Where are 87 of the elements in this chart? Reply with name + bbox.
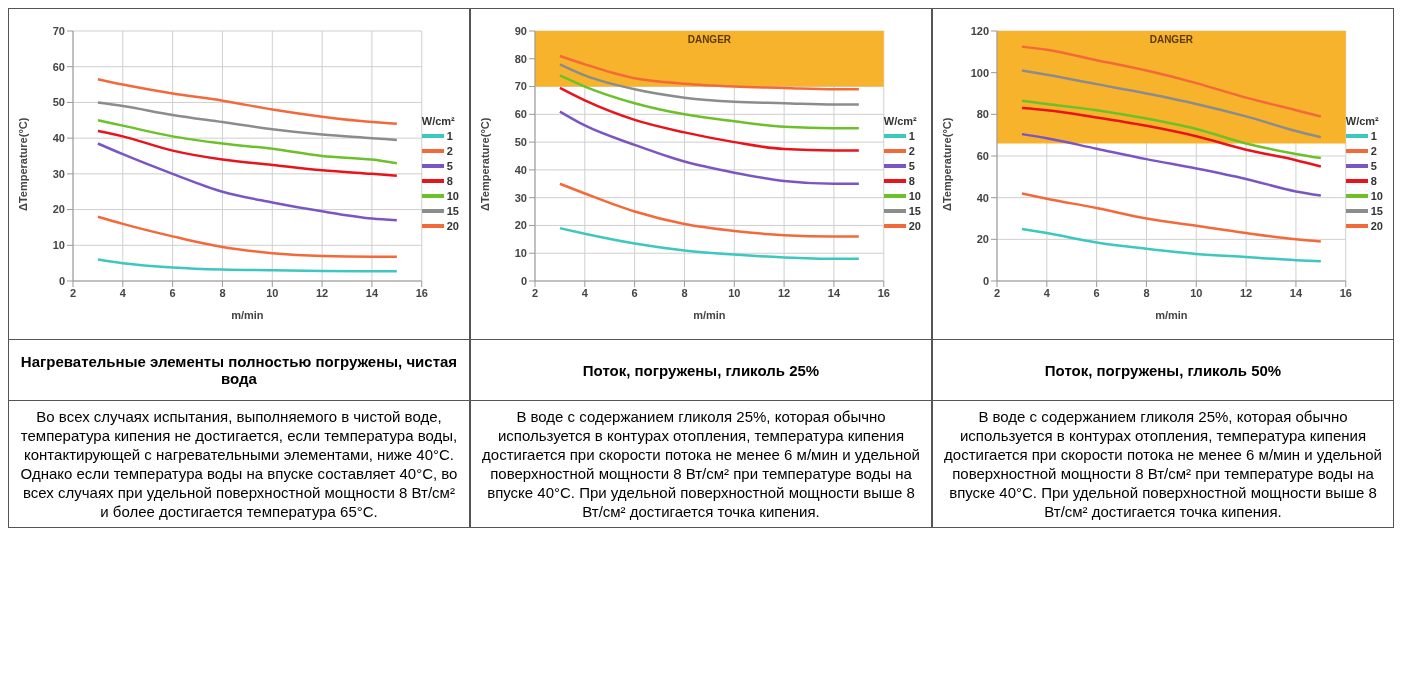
x-axis-title: m/min [1155, 309, 1188, 321]
text: В воде с содержанием гликоля 25%, которая обычно используется в контурах отопления, температура кипения достигается при скорости потока не менее 6 м/мин и удельной поверхностной мощности 8 Вт/см² при температуре воды на впуске 40°C. При удельной поверхностной мощности выше 8 Вт/см² достигается точка кипения. [471, 400, 931, 527]
x-tick-label: 6 [631, 286, 638, 299]
y-tick-label: 60 [514, 108, 527, 121]
legend-label: 15 [1370, 205, 1383, 217]
y-tick-label: 80 [976, 108, 989, 121]
legend-label: 8 [446, 175, 453, 187]
y-tick-label: 20 [52, 203, 65, 216]
y-tick-label: 60 [52, 60, 65, 73]
legend-title: W/cm² [421, 114, 456, 127]
y-tick-label: 90 [514, 24, 527, 37]
x-tick-label: 12 [777, 286, 791, 299]
legend-label: 1 [446, 130, 453, 142]
y-tick-label: 20 [514, 219, 527, 232]
y-tick-label: 80 [514, 52, 527, 65]
y-tick-label: 20 [976, 233, 989, 246]
y-tick-label: 40 [976, 191, 989, 204]
text: Поток, погружены, гликоль 50% [933, 339, 1393, 400]
legend-label: 1 [908, 130, 915, 142]
y-tick-label: 40 [514, 163, 527, 176]
legend-label: 5 [1370, 160, 1377, 172]
x-tick-label: 8 [1143, 286, 1150, 299]
legend-label: 8 [1370, 175, 1377, 187]
legend-label: 10 [446, 190, 459, 202]
legend-label: 2 [908, 145, 915, 157]
legend-label: 5 [908, 160, 915, 172]
y-tick-label: 0 [520, 274, 527, 287]
x-tick-label: 14 [365, 286, 379, 299]
text: Во всех случаях испытания, выполняемого в чистой воде, температура кипения не достигается, если температура воды, контактирующей с нагревательными элементами, ниже 40°C. Однако если температура воды на впуске составляет 40°C, во всех случаях при удельной поверхностной мощности 8 Вт/см² и более достигается температура 65°C. [9, 400, 469, 527]
x-tick-label: 2 [69, 286, 77, 299]
y-tick-label: 50 [514, 136, 527, 149]
x-axis-title: m/min [231, 309, 264, 321]
legend-label: 1 [1370, 130, 1377, 142]
x-tick-label: 2 [531, 286, 539, 299]
text: В воде с содержанием гликоля 25%, которая обычно используется в контурах отопления, температура кипения достигается при скорости потока не менее 6 м/мин и удельной поверхностной мощности 8 Вт/см² при температуре воды на впуске 40°C. При удельной поверхностной мощности выше 8 Вт/см² достигается точка кипения. [933, 400, 1393, 527]
y-tick-label: 0 [58, 274, 65, 287]
x-tick-label: 2 [993, 286, 1001, 299]
y-tick-label: 30 [514, 191, 527, 204]
y-tick-label: 10 [514, 247, 527, 260]
legend-label: 8 [908, 175, 915, 187]
x-tick-label: 4 [119, 286, 127, 299]
legend-label: 20 [446, 220, 459, 232]
x-tick-label: 8 [681, 286, 688, 299]
y-axis-title: ΔTemperature(°C) [16, 117, 29, 211]
x-tick-label: 10 [266, 286, 279, 299]
y-axis-title: ΔTemperature(°C) [940, 117, 953, 211]
x-tick-label: 14 [827, 286, 841, 299]
x-tick-label: 16 [877, 286, 890, 299]
x-tick-label: 8 [219, 286, 226, 299]
legend-label: 2 [446, 145, 453, 157]
y-tick-label: 70 [52, 24, 65, 37]
x-tick-label: 16 [1339, 286, 1352, 299]
y-axis-title: ΔTemperature(°C) [478, 117, 491, 211]
legend-label: 10 [1370, 190, 1383, 202]
legend-title: W/cm² [1345, 114, 1380, 127]
legend-label: 15 [446, 205, 459, 217]
y-tick-label: 60 [976, 149, 989, 162]
legend-label: 20 [1370, 220, 1383, 232]
legend-title: W/cm² [883, 114, 918, 127]
text: Поток, погружены, гликоль 25% [471, 339, 931, 400]
x-tick-label: 6 [169, 286, 176, 299]
y-tick-label: 120 [970, 24, 989, 37]
x-tick-label: 12 [315, 286, 329, 299]
y-tick-label: 100 [970, 66, 989, 79]
legend-label: 2 [1370, 145, 1377, 157]
x-tick-label: 4 [581, 286, 589, 299]
band-label: DANGER [1149, 34, 1194, 46]
legend-label: 20 [908, 220, 921, 232]
x-tick-label: 14 [1289, 286, 1303, 299]
text: Нагревательные элементы полностью погружены, чистая вода [9, 339, 469, 400]
legend-label: 15 [908, 205, 921, 217]
x-tick-label: 4 [1043, 286, 1051, 299]
y-tick-label: 70 [514, 80, 527, 93]
x-tick-label: 12 [1239, 286, 1253, 299]
y-tick-label: 30 [52, 167, 65, 180]
x-tick-label: 6 [1093, 286, 1100, 299]
x-tick-label: 10 [728, 286, 741, 299]
y-tick-label: 50 [52, 96, 65, 109]
legend-label: 10 [908, 190, 921, 202]
x-tick-label: 16 [415, 286, 428, 299]
legend-label: 5 [446, 160, 453, 172]
y-tick-label: 10 [52, 239, 65, 252]
y-tick-label: 40 [52, 132, 65, 145]
x-axis-title: m/min [693, 309, 726, 321]
y-tick-label: 0 [982, 274, 989, 287]
x-tick-label: 10 [1190, 286, 1203, 299]
band-label: DANGER [687, 34, 732, 46]
